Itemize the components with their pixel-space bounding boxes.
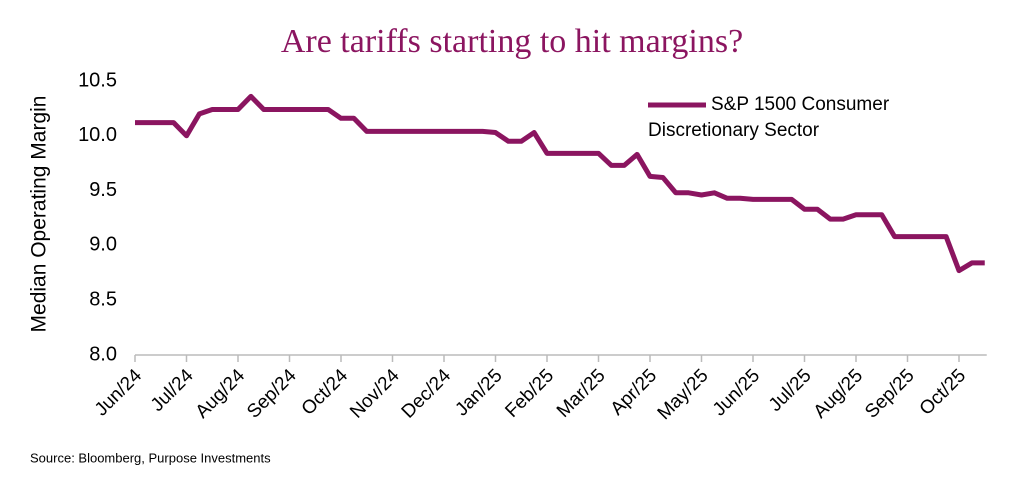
x-tick-label: Jul/24 bbox=[147, 365, 198, 416]
y-tick-label: 9.0 bbox=[89, 234, 117, 256]
y-tick-label: 8.0 bbox=[89, 343, 117, 365]
x-tick-label: Jan/25 bbox=[451, 365, 506, 420]
data-line bbox=[135, 93, 985, 274]
x-tick-label: Oct/24 bbox=[298, 365, 353, 420]
y-tick-label: 10.0 bbox=[78, 124, 117, 146]
x-tick-label: Oct/25 bbox=[916, 365, 970, 419]
legend-label: S&P 1500 Consumer Discretionary Sector bbox=[648, 94, 894, 141]
y-tick-label: 9.5 bbox=[89, 179, 117, 201]
y-tick-label: 8.5 bbox=[89, 288, 117, 310]
x-tick-label: Nov/24 bbox=[346, 365, 404, 423]
x-tick-label: Mar/25 bbox=[553, 365, 610, 422]
x-tick-label: Sep/25 bbox=[861, 365, 918, 422]
x-tick-label: May/25 bbox=[654, 365, 713, 424]
x-tick-label: Sep/24 bbox=[243, 365, 301, 423]
y-axis-label: Median Operating Margin bbox=[28, 96, 51, 333]
chart-title: Are tariffs starting to hit margins? bbox=[281, 23, 743, 60]
y-tick-label: 10.5 bbox=[78, 69, 117, 91]
x-tick-label: Aug/25 bbox=[810, 365, 867, 422]
x-tick-label: Feb/25 bbox=[501, 365, 558, 422]
x-tick-label: Dec/24 bbox=[398, 365, 456, 423]
source: Source: Bloomberg, Purpose Investments bbox=[30, 450, 271, 465]
x-tick-label: Jun/25 bbox=[709, 365, 764, 420]
x-tick-label: Jul/25 bbox=[765, 365, 816, 416]
x-tick-label: Aug/24 bbox=[192, 365, 250, 423]
x-tick-label: Jun/24 bbox=[91, 365, 146, 420]
x-tick-label: Apr/25 bbox=[607, 365, 661, 419]
